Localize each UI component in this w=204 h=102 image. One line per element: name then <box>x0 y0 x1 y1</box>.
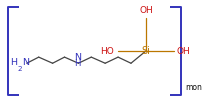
Text: N: N <box>73 53 81 62</box>
Text: 2: 2 <box>18 66 22 72</box>
Text: Si: Si <box>141 46 150 56</box>
Text: H: H <box>10 58 17 67</box>
Text: OH: OH <box>139 6 153 15</box>
Text: mon: mon <box>185 83 201 92</box>
Text: N: N <box>22 58 29 67</box>
Text: HO: HO <box>100 47 113 55</box>
Text: H: H <box>74 59 80 68</box>
Text: OH: OH <box>175 47 189 55</box>
